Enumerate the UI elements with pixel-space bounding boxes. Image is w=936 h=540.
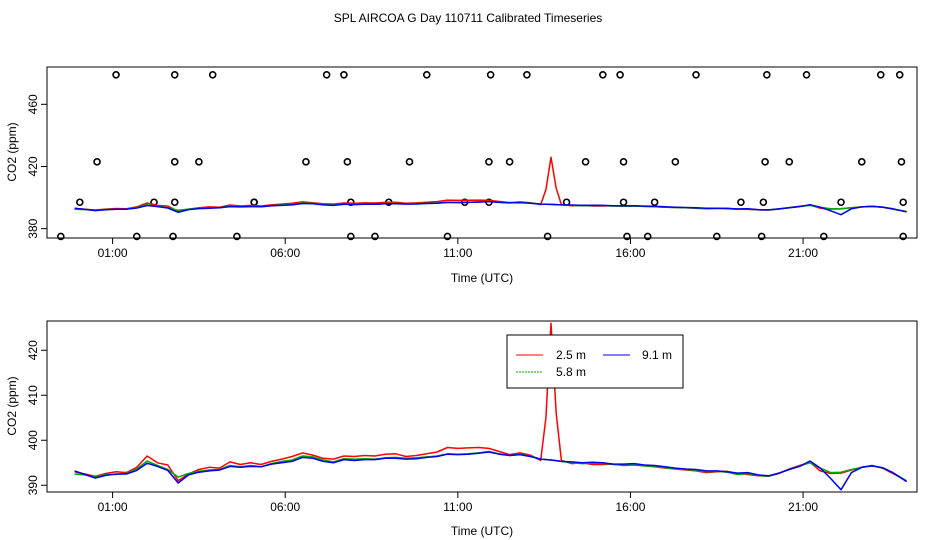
data-circle: [405, 158, 414, 166]
data-circle: [302, 158, 310, 166]
data-circle: [581, 158, 590, 166]
bottom-panel: 01:00 06:00 11:00 16:00 21:00 390 400 410 420 T…: [5, 320, 918, 538]
data-circle: [57, 232, 65, 241]
top-y-tick-label: 380: [26, 218, 40, 238]
data-circle: [170, 158, 179, 166]
bottom-y-tick-label: 410: [26, 385, 40, 405]
data-circle: [485, 158, 493, 166]
bottom-x-tick-label: 06:00: [270, 500, 300, 514]
top-y-axis: 380 420 460: [26, 94, 48, 239]
data-circle: [802, 70, 811, 79]
top-x-tick-label: 16:00: [615, 246, 645, 260]
data-circle: [759, 198, 768, 207]
top-panel: 01:00 06:00 11:00 16:00 21:00 380 420 460 Time…: [5, 66, 918, 285]
bottom-y-axis: 390 400 410 420: [26, 340, 48, 495]
data-circle: [75, 198, 84, 207]
bottom-x-tick-label: 16:00: [615, 500, 645, 514]
data-circle: [671, 158, 680, 166]
data-circle: [250, 198, 258, 207]
top-x-tick-label: 06:00: [270, 246, 300, 260]
data-circle: [619, 198, 628, 207]
top-x-axis-label: Time (UTC): [451, 271, 513, 285]
bottom-y-tick-label: 400: [26, 430, 40, 450]
top-x-tick-label: 21:00: [788, 246, 818, 260]
bottom-x-axis-label: Time (UTC): [451, 524, 513, 538]
bottom-x-tick-label: 11:00: [443, 500, 472, 514]
bottom-plot-frame: [46, 320, 918, 493]
top-x-tick-label: 11:00: [443, 246, 472, 260]
data-circle: [643, 232, 652, 241]
data-circle: [785, 158, 794, 166]
top-y-tick-label: 460: [26, 94, 40, 114]
data-circle: [899, 232, 907, 241]
bottom-x-axis: 01:00 06:00 11:00 16:00 21:00: [98, 491, 818, 514]
top-series-5-8-m: [74, 200, 907, 213]
data-circle: [876, 70, 885, 79]
data-circle: [599, 70, 607, 79]
bottom-x-tick-label: 01:00: [98, 500, 128, 514]
bottom-series-2-5-m: [74, 322, 907, 482]
data-circle: [543, 232, 552, 241]
legend-label-2-5m: 2.5 m: [556, 348, 586, 362]
data-circle: [170, 70, 179, 79]
data-circle: [757, 232, 766, 241]
data-circle: [712, 232, 721, 241]
data-circle: [819, 232, 828, 241]
data-circle: [208, 70, 217, 79]
data-circle: [343, 158, 352, 166]
bottom-lines-group: [74, 322, 908, 491]
top-x-tick-label: 01:00: [98, 246, 128, 260]
data-circle: [837, 198, 845, 207]
top-y-tick-label: 420: [26, 156, 40, 176]
top-x-axis: 01:00 06:00 11:00 16:00 21:00: [98, 237, 818, 260]
top-lines-group: [74, 156, 907, 216]
data-circle: [195, 158, 203, 166]
data-circle: [650, 198, 659, 207]
data-circle: [169, 232, 177, 241]
data-circle: [443, 232, 452, 241]
bottom-x-tick-label: 21:00: [788, 500, 818, 514]
bottom-y-axis-label: CO2 (ppm): [5, 376, 19, 435]
bottom-y-tick-label: 420: [26, 340, 40, 360]
data-circle: [112, 70, 120, 79]
data-circle: [897, 158, 906, 166]
data-circle: [322, 70, 331, 79]
data-circle: [170, 198, 179, 207]
legend-label-9-1m: 9.1 m: [642, 348, 672, 362]
data-circle: [523, 70, 531, 79]
data-circle: [619, 158, 628, 166]
bottom-series-9-1-m: [74, 451, 908, 491]
data-circle: [623, 232, 631, 241]
data-circle: [132, 232, 141, 241]
bottom-series-5-8-m: [74, 450, 907, 482]
data-circle: [505, 158, 514, 166]
data-circle: [857, 158, 866, 166]
top-series-9-1-m: [74, 200, 907, 216]
data-circle: [692, 70, 700, 79]
legend: 2.5 m 9.1 m 5.8 m: [506, 334, 684, 389]
data-circle: [737, 198, 745, 207]
top-circles-group: [57, 70, 907, 241]
data-circle: [340, 70, 348, 79]
data-circle: [895, 70, 904, 79]
legend-box: [506, 334, 684, 389]
top-y-axis-label: CO2 (ppm): [5, 122, 19, 181]
data-circle: [761, 158, 769, 166]
data-circle: [233, 232, 241, 241]
data-circle: [347, 232, 355, 241]
data-circle: [763, 70, 771, 79]
data-circle: [93, 158, 101, 166]
data-circle: [486, 70, 495, 79]
data-circle: [422, 70, 431, 79]
chart-title: SPL AIRCOA G Day 110711 Calibrated Times…: [334, 11, 603, 25]
data-circle: [899, 198, 907, 207]
legend-label-5-8m: 5.8 m: [556, 365, 586, 379]
data-circle: [616, 70, 624, 79]
bottom-y-tick-label: 390: [26, 475, 40, 495]
data-circle: [371, 232, 379, 241]
